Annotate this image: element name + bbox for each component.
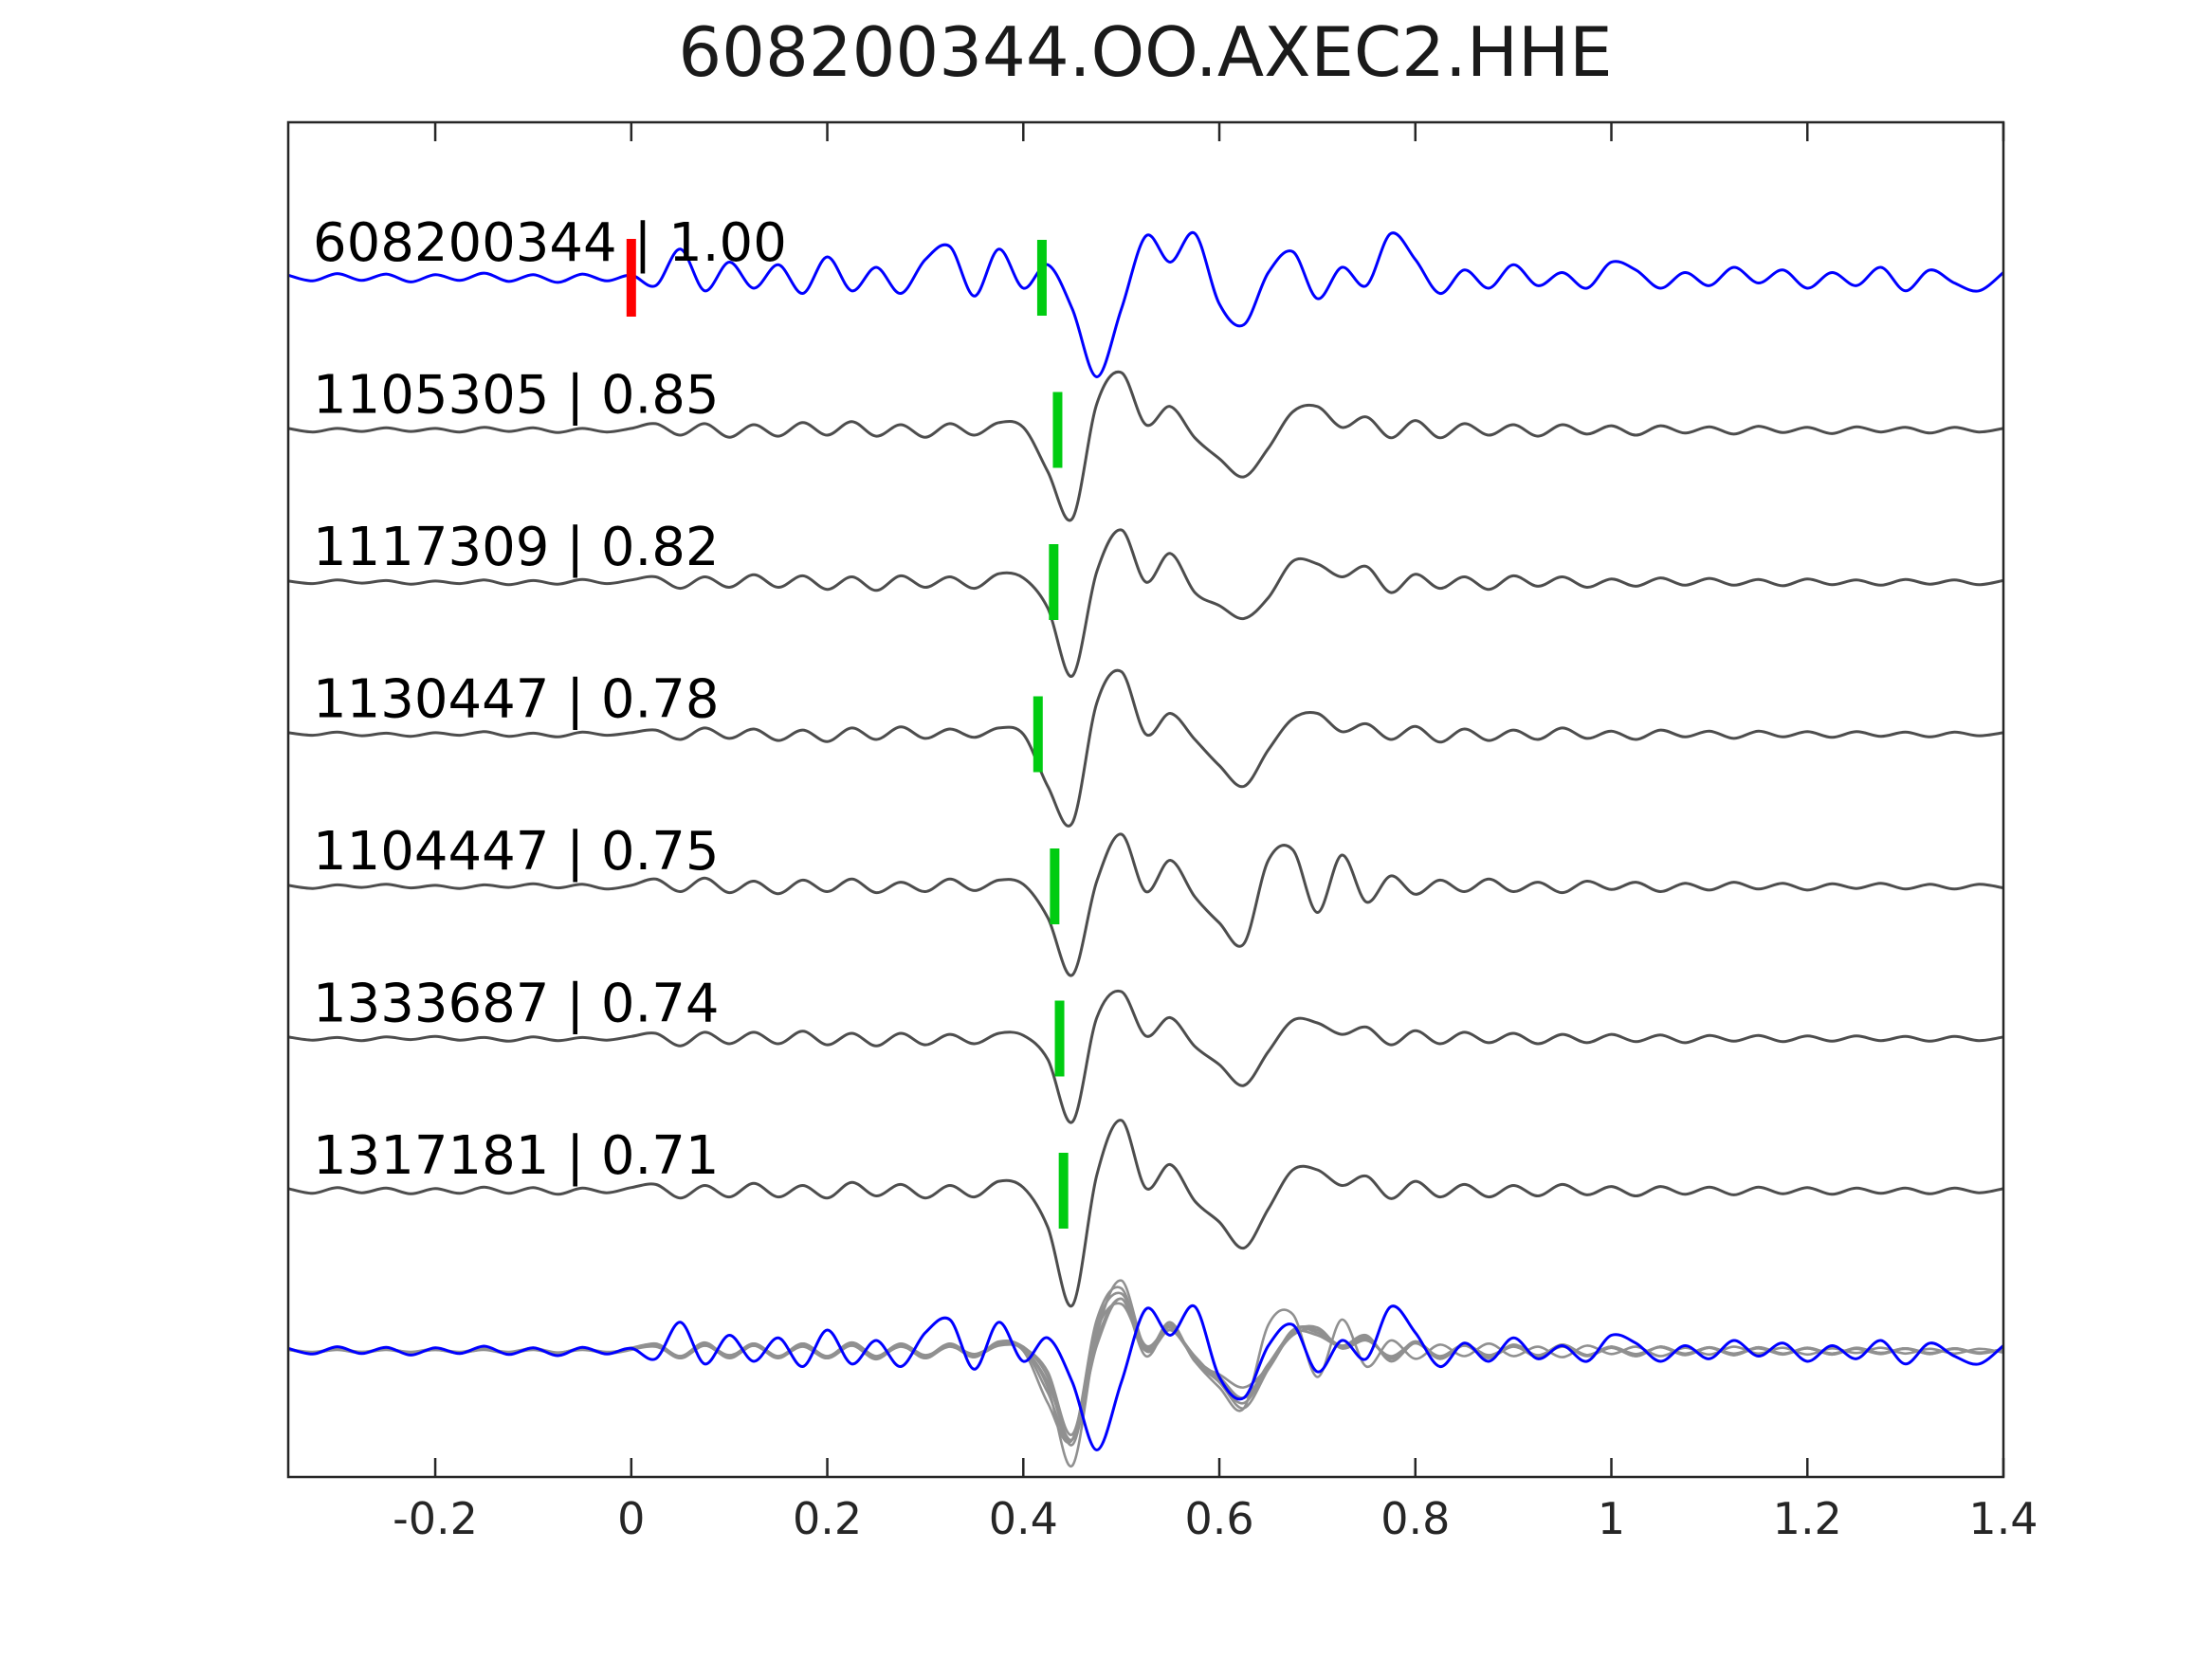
trace-line (288, 989, 2003, 1124)
trace-label: 1104447 | 0.75 (313, 821, 720, 883)
reference-trace-line (288, 230, 2003, 378)
trace-lines-group (288, 230, 2003, 1468)
x-tick-label: 0.6 (1184, 1493, 1253, 1544)
plot-border (286, 120, 2005, 1479)
x-tick-label: 0.2 (793, 1493, 862, 1544)
x-tick-label: 1.2 (1773, 1493, 1842, 1544)
trace-label: 1333687 | 0.74 (313, 974, 720, 1035)
x-axis-ticks-group (433, 122, 2005, 1477)
origin-marker (626, 239, 636, 317)
trace-line (288, 370, 2003, 522)
trace-label: 1317181 | 0.71 (313, 1125, 720, 1187)
x-tick-label: 0 (617, 1493, 645, 1544)
trace-label: 1130447 | 0.78 (313, 669, 720, 731)
overlay-reference-line (288, 1304, 2003, 1451)
trace-line (288, 528, 2003, 678)
pick-markers-group (626, 239, 1069, 1229)
pick-marker (1052, 392, 1063, 468)
x-tick-label: 1.4 (1968, 1493, 2038, 1544)
overlay-trace-line (288, 1291, 2003, 1443)
overlay-trace-line (288, 1297, 2003, 1447)
overlay-trace-line (288, 1297, 2003, 1441)
pick-marker (1049, 544, 1059, 620)
pick-marker (1033, 696, 1043, 773)
trace-label: 1117309 | 0.82 (313, 517, 720, 578)
pick-marker (1058, 1153, 1069, 1229)
x-axis-tick-labels-group: -0.2 0 0.2 0.4 0.6 0.8 1 1.2 1.4 (393, 1493, 2038, 1544)
overlay-trace-line (288, 1302, 2003, 1436)
x-tick-label: -0.2 (393, 1493, 478, 1544)
x-tick-label: 0.4 (989, 1493, 1058, 1544)
pick-marker (1036, 240, 1047, 316)
pick-marker (1054, 1000, 1065, 1077)
trace-line (288, 668, 2003, 828)
trace-labels-group: 608200344 | 1.00 1105305 | 0.85 1117309 | … (313, 212, 787, 1187)
trace-label: 608200344 | 1.00 (313, 212, 787, 274)
trace-label: 1105305 | 0.85 (313, 365, 720, 427)
trace-line (288, 1119, 2003, 1308)
trace-line (288, 832, 2003, 977)
x-tick-label: 0.8 (1380, 1493, 1450, 1544)
chart-title: 608200344.OO.AXEC2.HHE (678, 12, 1612, 92)
pick-marker (1050, 848, 1060, 924)
x-tick-label: 1 (1598, 1493, 1625, 1544)
